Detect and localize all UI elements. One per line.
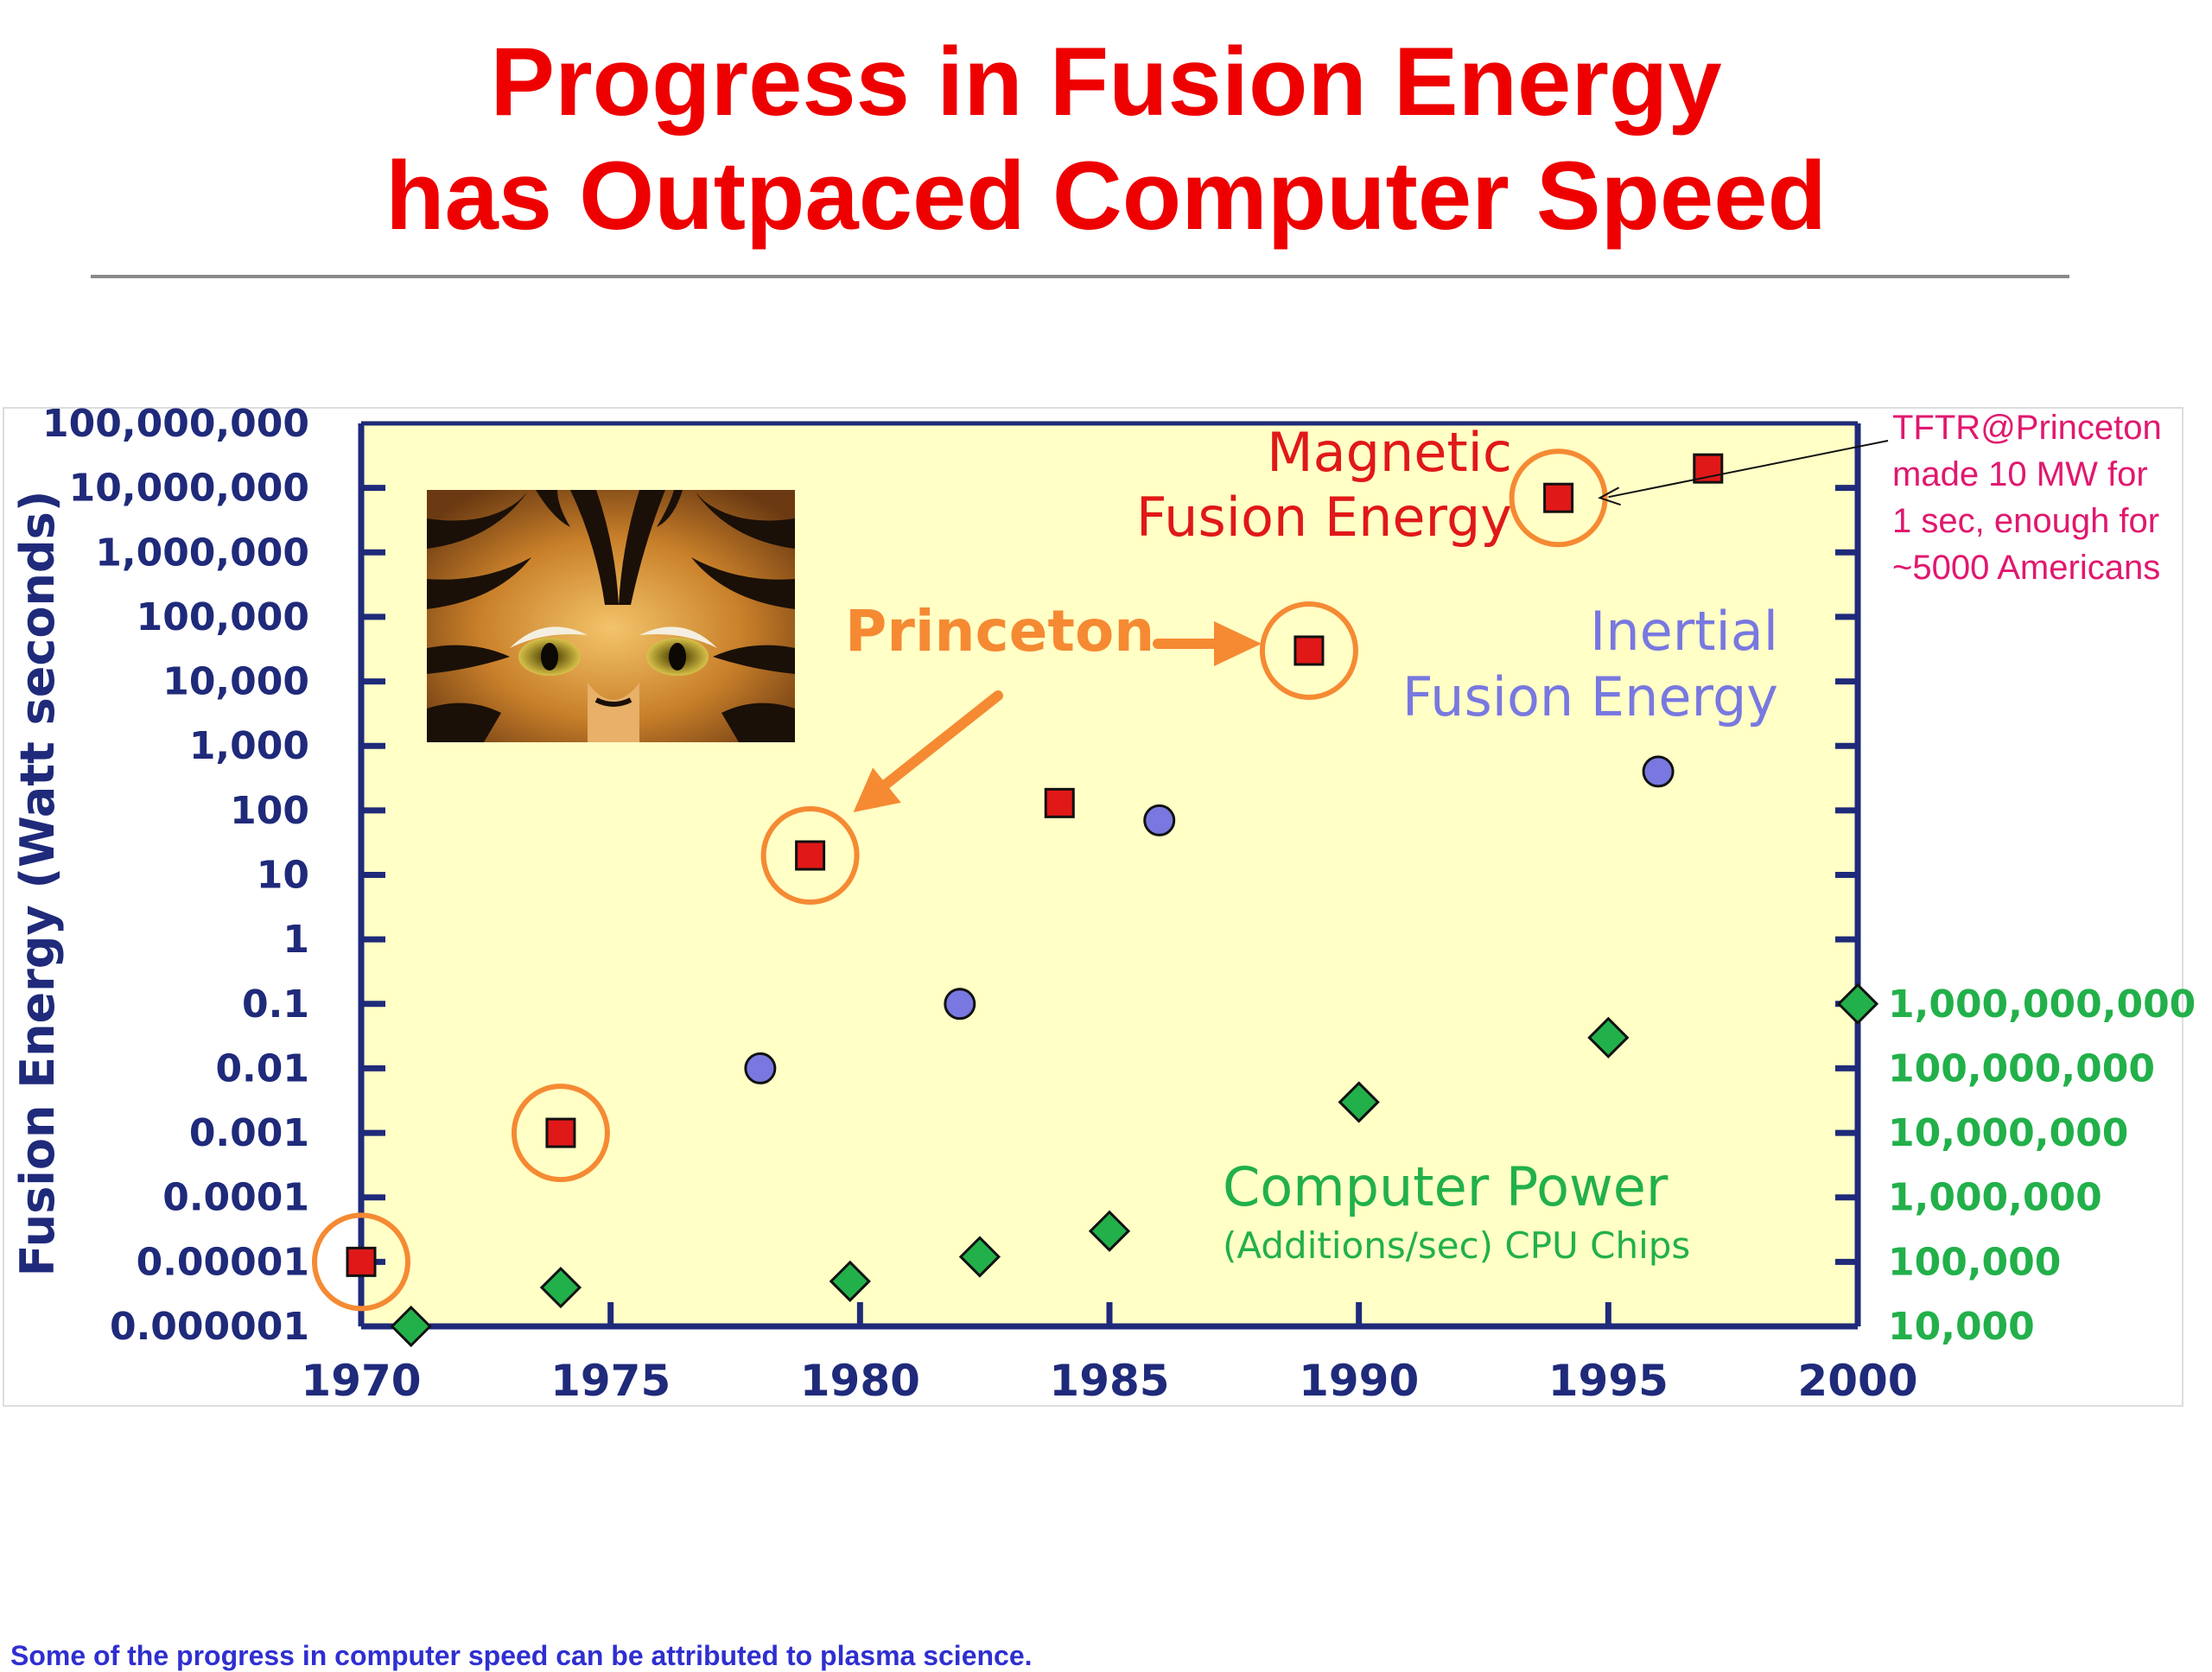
y-left-tick-label: 100: [230, 789, 309, 833]
y-right-tick-label: 10,000,000: [1888, 1111, 2128, 1155]
tftr-annotation-line: ~5000 Americans: [1892, 549, 2160, 587]
computer-point: [1587, 1016, 1630, 1059]
y-left-tick-label: 0.000001: [110, 1305, 309, 1349]
magnetic-point: [795, 840, 826, 871]
y-left-tick-label: 0.0001: [162, 1176, 309, 1220]
y-left-tick-label: 1: [283, 918, 309, 962]
magnetic-label-line1: Magnetic: [1267, 421, 1512, 484]
y-axis-title: Fusion Energy (Watt seconds): [10, 491, 65, 1277]
footnote: Some of the progress in computer speed c…: [10, 1640, 1033, 1671]
princeton-highlight-ring: [760, 806, 860, 906]
y-left-tick-label: 10,000: [162, 660, 309, 704]
inertial-point: [944, 988, 976, 1020]
princeton-arrow-diagonal: [867, 690, 1003, 801]
magnetic-label-line2: Fusion Energy: [1136, 486, 1512, 549]
princeton-arrow-right-head: [1214, 620, 1262, 666]
y-left-tick-label: 0.01: [215, 1046, 309, 1090]
magnetic-point: [545, 1117, 576, 1148]
magnetic-point: [1294, 635, 1325, 666]
tftr-annotation-line: TFTR@Princeton: [1892, 409, 2162, 447]
princeton-highlight-ring: [312, 1212, 410, 1312]
inertial-label-line1: Inertial: [1590, 600, 1778, 663]
computer-label-line2: (Additions/sec) CPU Chips: [1223, 1224, 1690, 1267]
magnetic-point: [346, 1246, 377, 1277]
tiger-photo: [427, 490, 795, 742]
computer-point: [1836, 982, 1879, 1025]
x-tick-label: 1985: [1049, 1356, 1169, 1406]
x-tick-label: 1970: [301, 1356, 421, 1406]
y-right-tick-label: 10,000: [1888, 1305, 2035, 1349]
inertial-label-line2: Fusion Energy: [1402, 665, 1778, 728]
inertial-point: [1143, 804, 1176, 836]
computer-point: [1338, 1081, 1380, 1123]
tftr-annotation-line: 1 sec, enough for: [1892, 502, 2159, 540]
magnetic-point: [1543, 482, 1574, 513]
y-left-tick-label: 100,000: [137, 595, 309, 639]
princeton-highlight-ring: [1259, 601, 1358, 700]
magnetic-point: [1044, 787, 1075, 818]
x-tick-label: 1975: [550, 1356, 671, 1406]
y-left-tick-label: 1,000,000: [95, 531, 309, 575]
title-line-2: has Outpaced Computer Speed: [385, 142, 1827, 250]
tftr-pointer-line: [1608, 440, 1889, 499]
y-left-tick-label: 100,000,000: [42, 402, 309, 446]
x-tick-label: 1990: [1299, 1356, 1419, 1406]
y-left-tick-label: 0.00001: [137, 1240, 309, 1284]
y-right-tick-label: 1,000,000: [1888, 1176, 2102, 1220]
fusion-chart: 0.000001 0.00001 0.0001 0.001 0.01 0.1 1 10 100 1…: [3, 402, 2196, 1407]
inertial-point: [744, 1052, 777, 1084]
princeton-arrow-diagonal-head: [853, 767, 901, 813]
x-tick-label: 1980: [800, 1356, 920, 1406]
inertial-point: [1642, 755, 1675, 788]
computer-label-line1: Computer Power: [1223, 1155, 1669, 1218]
computer-point: [539, 1266, 582, 1309]
computer-point: [390, 1305, 432, 1348]
princeton-highlight-ring: [511, 1084, 610, 1183]
y-left-tick-label: 1,000: [189, 724, 309, 768]
title-line-1: Progress in Fusion Energy: [490, 28, 1722, 136]
tftr-pointer-head: [1598, 486, 1621, 506]
x-tick-label: 1995: [1548, 1356, 1669, 1406]
y-left-tick-label: 0.001: [189, 1111, 309, 1155]
tftr-annotation-line: made 10 MW for: [1892, 455, 2148, 493]
y-right-tick-label: 100,000,000: [1888, 1046, 2155, 1090]
y-right-tick-label: 1,000,000,000: [1888, 982, 2196, 1027]
princeton-highlight-ring: [1509, 448, 1608, 548]
y-left-tick-label: 10: [257, 854, 309, 898]
x-tick-label: 2000: [1797, 1356, 1917, 1406]
y-left-tick-label: 0.1: [242, 982, 309, 1027]
y-right-tick-label: 100,000: [1888, 1240, 2061, 1284]
title-divider: [91, 275, 2069, 278]
y-left-tick-label: 10,000,000: [69, 467, 309, 511]
computer-point: [1088, 1210, 1131, 1252]
computer-point: [958, 1236, 1001, 1278]
computer-point: [829, 1260, 871, 1302]
princeton-label: Princeton: [845, 598, 1154, 664]
